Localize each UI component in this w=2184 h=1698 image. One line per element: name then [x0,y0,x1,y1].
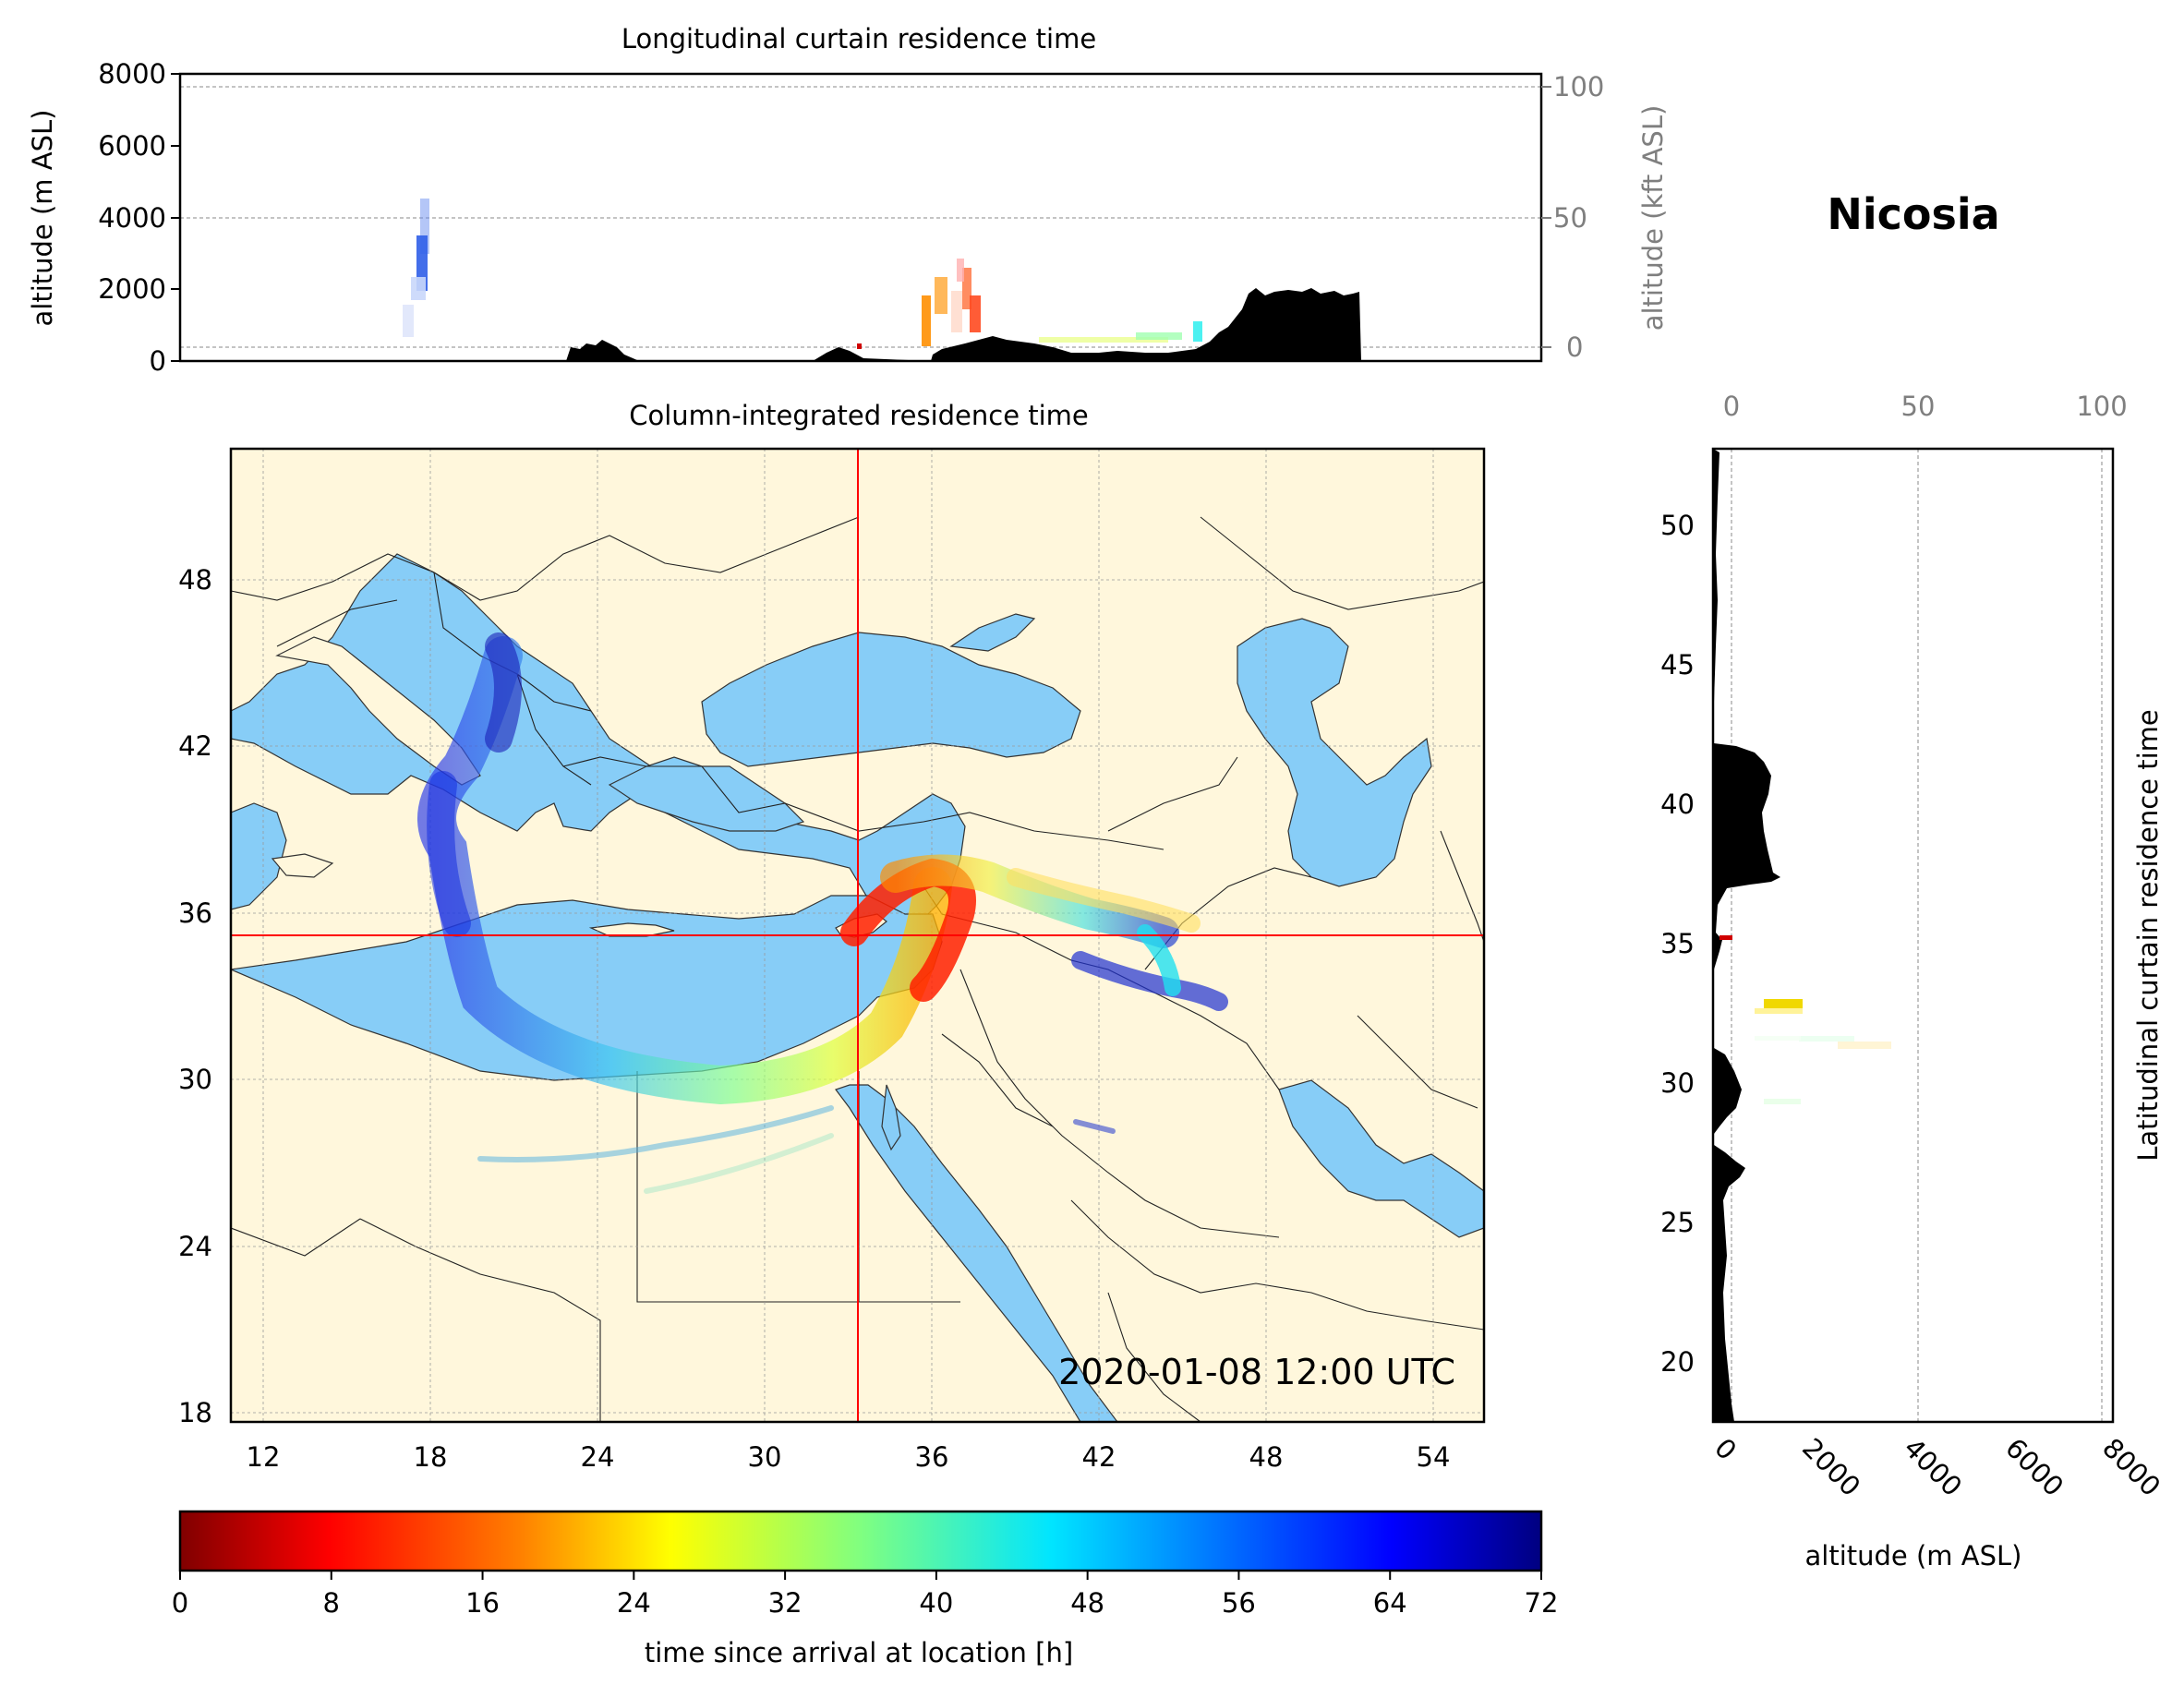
colorbar-label: time since arrival at location [h] [645,1637,1073,1668]
black-sea [701,632,1081,767]
station-crosshair [231,449,1484,1422]
top-panel-residence [403,199,1202,349]
colorbar-tick-label: 8 [323,1587,340,1619]
station-title: Nicosia [1827,189,1999,239]
map-xtick-label: 36 [915,1441,949,1473]
top-ytick-label: 8000 [98,58,166,90]
right-panel-background [1713,449,2113,1422]
map-xtick-label: 42 [1082,1441,1116,1473]
right-ytick-label: 30 [1660,1067,1695,1099]
top-ytick-right-label: 50 [1553,202,1587,234]
top-ytick-right-label: 0 [1566,331,1583,363]
colorbar-tick-label: 48 [1070,1587,1104,1619]
right-xtick-top-label: 0 [1723,391,1740,422]
top-panel: Longitudinal curtain residence time [27,23,1669,377]
right-panel-ylabel: Latitudinal curtain residence time [2132,709,2164,1162]
right-panel-residence [1719,935,1891,1104]
right-panel-frame [1711,447,2115,1424]
top-ytick-label: 6000 [98,130,166,162]
right-panel-xticks-bottom: 0 2000 4000 6000 8000 [1708,1432,2166,1502]
sicily-island [271,853,334,878]
right-ytick-label: 35 [1660,928,1695,959]
map-ytick-label: 42 [178,730,212,762]
colorbar-tick-label: 0 [172,1587,188,1619]
colorbar: 0 8 16 24 32 40 48 56 64 72 time since arrival at… [172,1510,1559,1668]
persian-gulf [1278,1079,1484,1238]
map-ytick-label: 18 [178,1397,212,1428]
map-xtick-label: 24 [581,1441,615,1473]
right-panel-terrain [1713,449,1780,1422]
top-panel-terrain [566,288,1361,361]
right-ytick-label: 40 [1660,789,1695,820]
right-xtick-top-label: 50 [1901,391,1936,422]
top-panel-title: Longitudinal curtain residence time [621,23,1096,54]
colorbar-tick-label: 64 [1373,1587,1407,1619]
map-frame [229,447,1486,1424]
right-panel: 20 25 30 35 40 45 50 0 50 100 0 2000 400… [1660,391,2166,1572]
top-panel-yticks-right: 0 50 100 [1541,71,1604,363]
top-ytick-label: 2000 [98,273,166,305]
adriatic-sea [275,636,481,786]
colorbar-tick-label: 56 [1222,1587,1256,1619]
map-ytick-label: 36 [178,897,212,929]
caspian-sea [1237,618,1432,887]
map-ytick-label: 24 [178,1231,212,1262]
mediterranean-sea [231,553,966,929]
colorbar-tick-label: 40 [919,1587,953,1619]
map-xtick-label: 30 [748,1441,782,1473]
map-panel-title: Column-integrated residence time [629,400,1089,431]
colorbar-ticks: 0 8 16 24 32 40 48 56 64 72 [172,1571,1559,1619]
map-ytick-label: 30 [178,1064,212,1095]
right-xtick-top-label: 100 [2076,391,2127,422]
map-xtick-label: 18 [414,1441,448,1473]
top-panel-ylabel-right: altitude (kft ASL) [1637,105,1669,331]
water-bodies [231,553,1484,1422]
right-ytick-label: 20 [1660,1346,1695,1378]
right-xtick-bottom-label: 2000 [1796,1432,1866,1502]
azov-sea [949,613,1036,652]
right-panel-xlabel: altitude (m ASL) [1805,1540,2022,1572]
colorbar-tick-label: 72 [1525,1587,1559,1619]
colorbar-gradient [178,1510,1543,1572]
map-xtick-label: 54 [1417,1441,1451,1473]
map-ytick-label: 48 [178,564,212,596]
right-ytick-label: 45 [1660,649,1695,680]
top-ytick-label: 0 [150,345,166,377]
timestamp-label: 2020-01-08 12:00 UTC [1058,1352,1455,1392]
map-xtick-label: 12 [247,1441,281,1473]
top-ytick-right-label: 100 [1553,71,1604,102]
top-ytick-label: 4000 [98,202,166,234]
map-yticks: 18 24 30 36 42 48 [178,564,212,1428]
colorbar-tick-label: 16 [465,1587,500,1619]
right-xtick-bottom-label: 4000 [1898,1432,1968,1502]
gulf-of-aqaba [881,1084,901,1151]
right-xtick-bottom-label: 0 [1708,1432,1743,1466]
top-panel-yticks-left: 0 2000 4000 6000 8000 [98,58,180,377]
aegean-sea [608,756,805,832]
right-panel-xticks-top: 0 50 100 [1723,391,2128,422]
top-panel-ylabel-left: altitude (m ASL) [27,110,58,327]
right-panel-yticks: 20 25 30 35 40 45 50 [1660,510,1695,1378]
colorbar-tick-label: 32 [768,1587,802,1619]
map-panel: Column-integrated residence time [178,400,1486,1473]
right-ytick-label: 50 [1660,510,1695,541]
right-ytick-label: 25 [1660,1207,1695,1238]
map-xticks: 12 18 24 30 36 42 48 54 [247,1441,1451,1473]
trajectory-plume [417,632,1228,1194]
colorbar-tick-label: 24 [617,1587,651,1619]
map-xtick-label: 48 [1249,1441,1284,1473]
right-xtick-bottom-label: 8000 [2096,1432,2166,1502]
right-xtick-bottom-label: 6000 [1999,1432,2069,1502]
